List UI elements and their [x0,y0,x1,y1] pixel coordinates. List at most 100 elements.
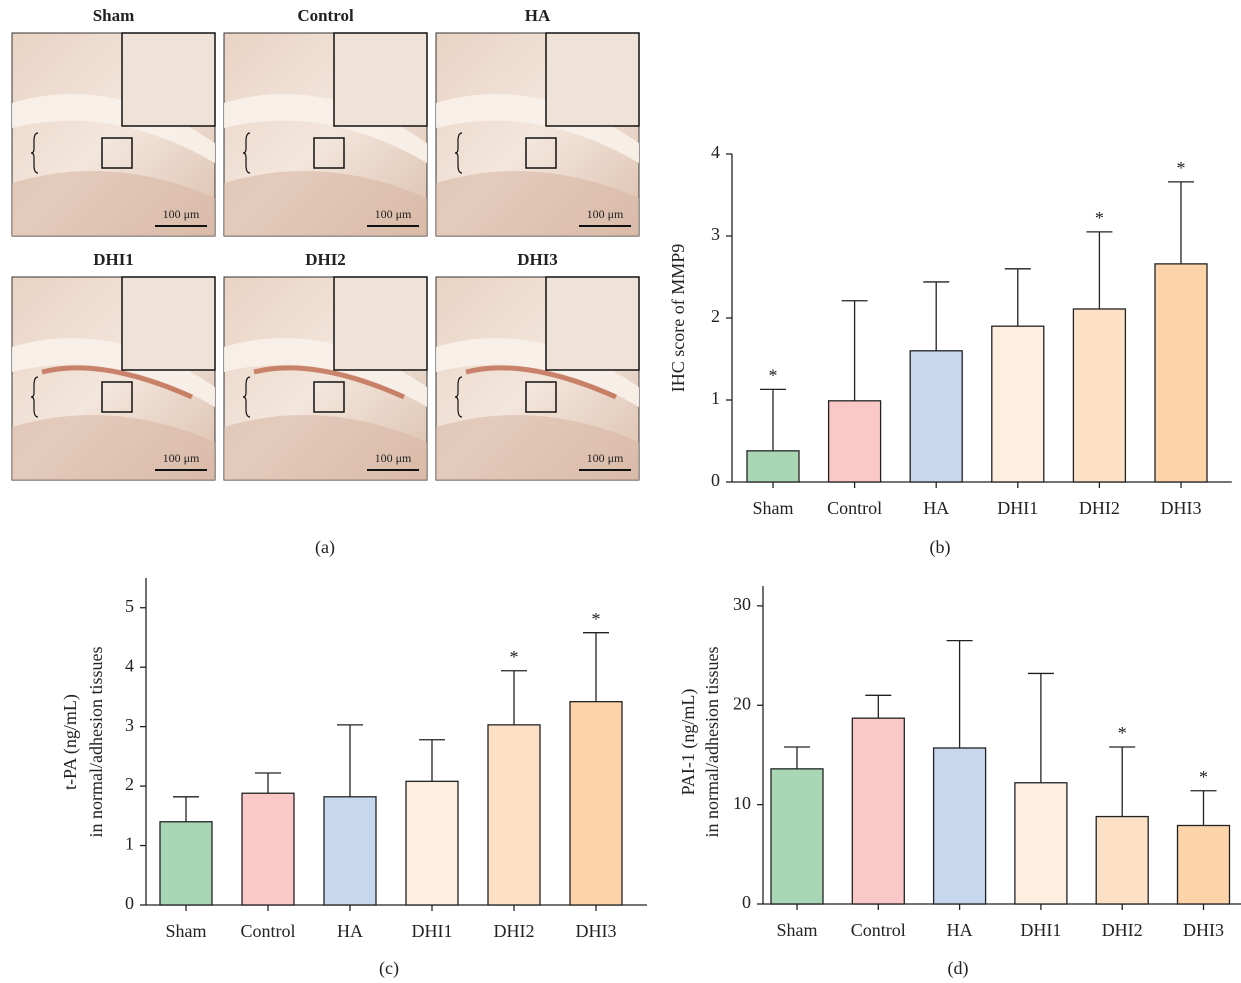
scale-bar-label: 100 μm [163,207,200,221]
error-bar [419,740,445,782]
error-bar [923,282,949,351]
inset [546,33,639,126]
bar [488,725,540,905]
significance-mark: * [1199,767,1208,787]
error-bar [255,773,281,793]
y-axis-label: PAI-1 (ng/mL) [678,689,699,796]
x-tick-label: Control [240,921,295,941]
y-tick-label: 30 [733,594,751,614]
panel-label: DHI3 [517,250,558,269]
x-tick-label: HA [923,498,949,518]
bar [160,822,212,905]
scale-bar-label: 100 μm [163,451,200,465]
y-tick-label: 0 [742,892,751,912]
bar [1155,264,1207,482]
bar [324,797,376,905]
figure: (a) Sham 100 μm Control 100 μm HA 100 μm DHI1 1… [0,0,1241,983]
y-tick-label: 4 [125,655,134,675]
x-tick-label: DHI3 [576,921,617,941]
x-tick-label: DHI1 [412,921,453,941]
significance-mark: * [769,365,778,385]
y-tick-label: 1 [125,834,134,854]
error-bar [1168,182,1194,264]
inset [334,33,427,126]
significance-mark: * [1095,208,1104,228]
y-tick-label: 3 [125,715,134,735]
y-axis-label: t-PA (ng/mL) [60,694,81,790]
x-tick-label: DHI1 [1020,920,1061,940]
bar [1015,783,1067,904]
x-tick-label: Sham [165,921,206,941]
error-bar [337,725,363,797]
y-tick-label: 2 [125,774,134,794]
bar [992,326,1044,482]
x-tick-label: DHI2 [1102,920,1143,940]
error-bar [1109,747,1135,817]
panel-label: Control [297,6,354,25]
inset [546,277,639,370]
bar [852,718,904,904]
panel-label: Sham [93,6,135,25]
y-tick-label: 0 [711,470,720,490]
y-tick-label: 20 [733,693,751,713]
x-tick-label: Sham [752,498,793,518]
error-bar [760,389,786,451]
y-axis-label: in normal/adhesion tissues [86,647,106,838]
panel-label: DHI1 [93,250,134,269]
x-tick-label: Control [827,498,882,518]
bar [747,451,799,482]
bar [242,793,294,905]
bar [570,702,622,905]
scale-bar-label: 100 μm [587,451,624,465]
x-tick-label: DHI1 [997,498,1038,518]
error-bar [842,301,868,401]
error-bar [583,633,609,702]
bar [934,748,986,904]
error-bar [1005,269,1031,326]
x-tick-label: DHI2 [1079,498,1120,518]
bar [406,781,458,905]
inset [334,277,427,370]
inset [122,33,215,126]
caption: (a) [315,537,335,558]
caption: (c) [379,958,399,979]
x-tick-label: HA [337,921,363,941]
y-tick-label: 4 [711,142,720,162]
bar [1096,817,1148,904]
y-tick-label: 1 [711,388,720,408]
y-axis-label: in normal/adhesion tissues [702,647,722,838]
y-tick-label: 3 [711,224,720,244]
error-bar [173,797,199,822]
caption: (b) [930,537,951,558]
panel-label: HA [525,6,551,25]
x-tick-label: Control [851,920,906,940]
scale-bar-label: 100 μm [375,207,412,221]
bar [771,769,823,904]
bar [1073,309,1125,482]
scale-bar-label: 100 μm [375,451,412,465]
significance-mark: * [510,647,519,667]
caption: (d) [948,958,969,979]
error-bar [1191,791,1217,826]
scale-bar-label: 100 μm [587,207,624,221]
y-tick-label: 5 [125,596,134,616]
error-bar [865,695,891,718]
x-tick-label: DHI2 [494,921,535,941]
x-tick-label: HA [947,920,973,940]
inset [122,277,215,370]
bar [910,351,962,482]
y-tick-label: 2 [711,306,720,326]
error-bar [501,671,527,725]
x-tick-label: DHI3 [1161,498,1202,518]
error-bar [1028,673,1054,782]
bar [829,401,881,482]
panel-label: DHI2 [305,250,346,269]
significance-mark: * [1118,723,1127,743]
y-tick-label: 10 [733,793,751,813]
error-bar [1086,232,1112,309]
significance-mark: * [1177,158,1186,178]
x-tick-label: Sham [776,920,817,940]
significance-mark: * [592,609,601,629]
bar [1178,825,1230,904]
y-axis-label: IHC score of MMP9 [668,244,688,393]
